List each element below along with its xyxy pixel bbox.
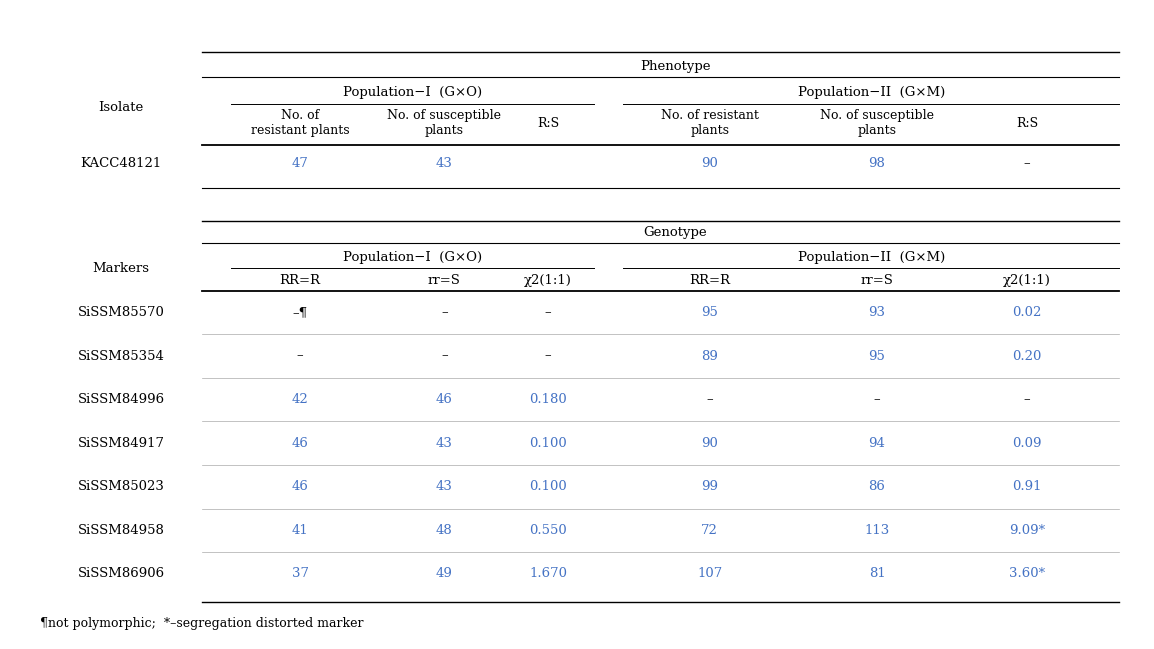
Text: χ2(1:1): χ2(1:1) (1003, 274, 1051, 287)
Text: 46: 46 (292, 480, 308, 493)
Text: 90: 90 (702, 157, 718, 170)
Text: 1.670: 1.670 (530, 567, 567, 580)
Text: 0.91: 0.91 (1012, 480, 1042, 493)
Text: Phenotype: Phenotype (639, 60, 711, 73)
Text: Isolate: Isolate (98, 101, 144, 114)
Text: R:S: R:S (1016, 117, 1039, 130)
Text: 9.09*: 9.09* (1009, 524, 1046, 537)
Text: SiSSM85570: SiSSM85570 (77, 306, 165, 319)
Text: 3.60*: 3.60* (1009, 567, 1046, 580)
Text: ¶not polymorphic;  *–segregation distorted marker: ¶not polymorphic; *–segregation distorte… (40, 617, 364, 630)
Text: 113: 113 (864, 524, 890, 537)
Text: 0.100: 0.100 (530, 437, 567, 450)
Text: 0.09: 0.09 (1012, 437, 1042, 450)
Text: 43: 43 (436, 157, 452, 170)
Text: SiSSM84917: SiSSM84917 (77, 437, 165, 450)
Text: No. of susceptible
plants: No. of susceptible plants (820, 109, 934, 138)
Text: 46: 46 (292, 437, 308, 450)
Text: –: – (545, 306, 552, 319)
Text: –: – (1024, 157, 1031, 170)
Text: 42: 42 (292, 393, 308, 406)
Text: Genotype: Genotype (643, 227, 707, 239)
Text: Markers: Markers (92, 262, 150, 275)
Text: SiSSM85354: SiSSM85354 (77, 350, 165, 363)
Text: SiSSM86906: SiSSM86906 (77, 567, 165, 580)
Text: 0.20: 0.20 (1012, 350, 1042, 363)
Text: 81: 81 (869, 567, 885, 580)
Text: 49: 49 (436, 567, 452, 580)
Text: 43: 43 (436, 480, 452, 493)
Text: rr=S: rr=S (861, 274, 893, 287)
Text: –: – (1024, 393, 1031, 406)
Text: No. of resistant
plants: No. of resistant plants (661, 109, 758, 138)
Text: 99: 99 (702, 480, 718, 493)
Text: Population−II  (G×M): Population−II (G×M) (797, 251, 945, 263)
Text: –: – (441, 306, 448, 319)
Text: R:S: R:S (537, 117, 560, 130)
Text: 41: 41 (292, 524, 308, 537)
Text: 93: 93 (869, 306, 885, 319)
Text: –: – (297, 350, 304, 363)
Text: 95: 95 (702, 306, 718, 319)
Text: rr=S: rr=S (428, 274, 460, 287)
Text: 98: 98 (869, 157, 885, 170)
Text: 37: 37 (292, 567, 308, 580)
Text: 0.180: 0.180 (530, 393, 567, 406)
Text: 48: 48 (436, 524, 452, 537)
Text: SiSSM84996: SiSSM84996 (77, 393, 165, 406)
Text: 0.550: 0.550 (530, 524, 567, 537)
Text: 95: 95 (869, 350, 885, 363)
Text: 72: 72 (702, 524, 718, 537)
Text: 94: 94 (869, 437, 885, 450)
Text: 46: 46 (436, 393, 452, 406)
Text: 90: 90 (702, 437, 718, 450)
Text: SiSSM84958: SiSSM84958 (77, 524, 165, 537)
Text: No. of
resistant plants: No. of resistant plants (250, 109, 350, 138)
Text: Population−II  (G×M): Population−II (G×M) (797, 86, 945, 99)
Text: RR=R: RR=R (279, 274, 321, 287)
Text: RR=R: RR=R (689, 274, 730, 287)
Text: 43: 43 (436, 437, 452, 450)
Text: Population−I  (G×O): Population−I (G×O) (343, 251, 482, 263)
Text: –¶: –¶ (292, 306, 308, 319)
Text: Population−I  (G×O): Population−I (G×O) (343, 86, 482, 99)
Text: χ2(1:1): χ2(1:1) (524, 274, 572, 287)
Text: 107: 107 (697, 567, 722, 580)
Text: 0.02: 0.02 (1012, 306, 1042, 319)
Text: –: – (545, 350, 552, 363)
Text: 0.100: 0.100 (530, 480, 567, 493)
Text: –: – (441, 350, 448, 363)
Text: 86: 86 (869, 480, 885, 493)
Text: 47: 47 (292, 157, 308, 170)
Text: –: – (706, 393, 713, 406)
Text: 89: 89 (702, 350, 718, 363)
Text: SiSSM85023: SiSSM85023 (77, 480, 165, 493)
Text: KACC48121: KACC48121 (81, 157, 162, 170)
Text: –: – (874, 393, 881, 406)
Text: No. of susceptible
plants: No. of susceptible plants (388, 109, 501, 138)
